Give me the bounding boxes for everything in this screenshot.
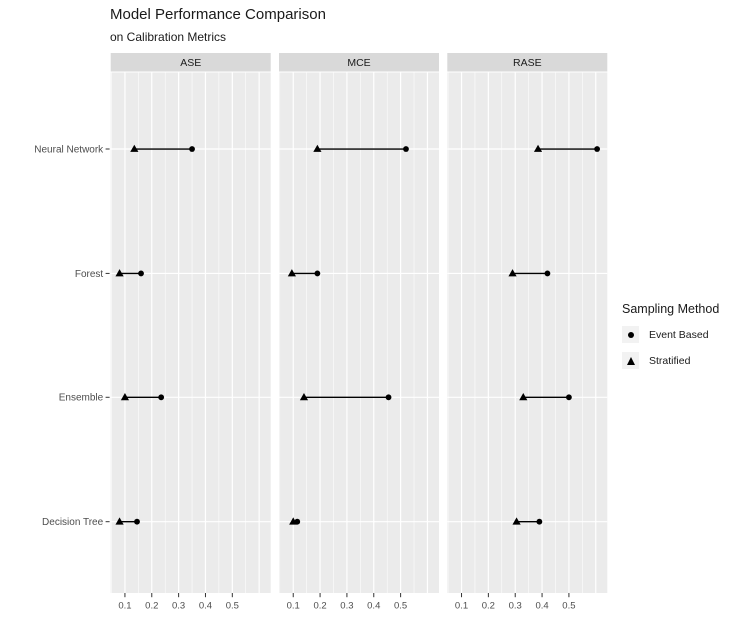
x-axis-tick-label: 0.4	[367, 601, 380, 612]
data-point-triangle	[287, 269, 296, 277]
triangle-marker-icon	[626, 356, 635, 365]
x-axis-tick-label: 0.4	[199, 601, 212, 612]
y-axis-label: Decision Tree	[42, 517, 104, 528]
x-axis-tick-label: 0.5	[394, 601, 407, 612]
data-point-circle	[189, 146, 195, 152]
data-point-triangle	[512, 517, 521, 525]
data-point-circle	[594, 146, 600, 152]
y-axis-label: Neural Network	[34, 144, 104, 155]
facet-strip	[279, 53, 439, 72]
facet-strip	[110, 53, 271, 72]
data-point-triangle	[519, 392, 528, 401]
data-point-triangle	[533, 144, 543, 152]
plot-panel-bg	[447, 72, 608, 593]
data-point-circle	[403, 146, 409, 152]
x-axis-tick-label: 0.3	[172, 601, 185, 612]
chart-subtitle: on Calibration Metrics	[110, 30, 227, 44]
data-point-circle	[314, 270, 321, 277]
x-axis-tick-label: 0.4	[535, 601, 548, 612]
x-axis-tick-label: 0.2	[482, 601, 495, 612]
data-point-triangle	[115, 517, 124, 525]
x-axis-tick-label: 0.1	[118, 601, 131, 612]
data-point-triangle	[313, 144, 322, 152]
plot-panel-bg	[110, 72, 271, 593]
legend-item-label: Stratified	[649, 354, 691, 367]
data-point-triangle	[508, 269, 517, 277]
x-axis-tick-label: 0.1	[455, 601, 468, 612]
y-axis-label: Ensemble	[59, 393, 104, 404]
data-point-circle	[158, 394, 165, 401]
x-axis-tick-label: 0.1	[287, 601, 300, 612]
legend: Sampling Method Event Based Stratified	[622, 302, 719, 378]
data-point-circle	[544, 270, 551, 277]
x-axis-tick-label: 0.2	[313, 601, 326, 612]
legend-item-stratified: Stratified	[622, 352, 719, 369]
data-point-circle	[566, 394, 572, 401]
y-axis-label: Forest	[75, 269, 104, 280]
x-axis-tick-label: 0.3	[509, 601, 522, 612]
data-point-circle	[138, 270, 144, 277]
legend-item-event-based: Event Based	[622, 326, 719, 343]
chart-title: Model Performance Comparison	[110, 6, 326, 23]
legend-title: Sampling Method	[622, 302, 720, 316]
x-axis-tick-label: 0.5	[226, 601, 239, 612]
circle-marker-icon	[627, 331, 634, 338]
facet-strip-label: MCE	[347, 57, 370, 69]
data-point-triangle	[299, 392, 309, 401]
x-axis-tick-label: 0.3	[340, 601, 353, 612]
facet-strip	[447, 53, 608, 72]
data-point-triangle	[115, 269, 124, 277]
legend-key	[622, 326, 639, 343]
data-point-circle	[294, 518, 301, 525]
data-point-triangle	[130, 144, 139, 152]
facet-strip-label: RASE	[513, 57, 542, 69]
x-axis-tick-label: 0.5	[562, 601, 575, 612]
data-point-circle	[536, 518, 543, 525]
data-point-triangle	[120, 392, 130, 401]
legend-item-label: Event Based	[649, 328, 709, 341]
facet-strip-label: ASE	[180, 57, 201, 69]
plot-panel-bg	[279, 72, 439, 593]
legend-key	[622, 352, 639, 369]
x-axis-tick-label: 0.2	[145, 601, 158, 612]
data-point-circle	[134, 518, 140, 525]
data-point-circle	[385, 394, 392, 401]
